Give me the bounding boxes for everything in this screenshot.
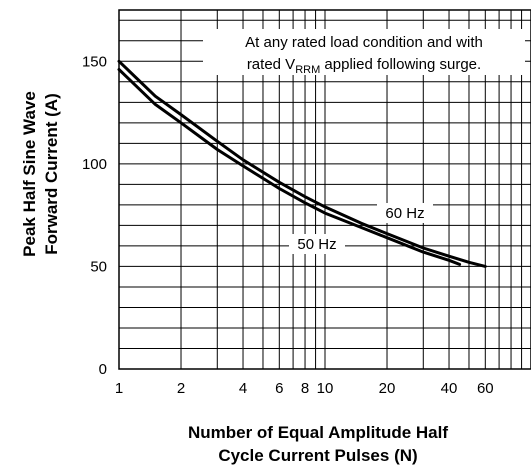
annotation-vrrm-prefix: rated V — [247, 56, 295, 73]
annotation-vrrm-subscript: RRM — [295, 64, 320, 76]
x-tick-label: 4 — [239, 380, 247, 397]
x-axis-title-line-2: Cycle Current Pulses (N) — [218, 446, 417, 465]
annotation-line-1: At any rated load condition and with — [245, 34, 483, 51]
y-axis-title-line-1: Peak Half Sine Wave — [20, 91, 39, 257]
x-tick-label: 2 — [177, 380, 185, 397]
y-tick-label: 0 — [99, 361, 107, 378]
curve-labels: 60 Hz 50 Hz — [289, 203, 433, 254]
plot-frame — [118, 9, 531, 370]
x-tick-label: 20 — [379, 380, 396, 397]
x-tick-label: 8 — [301, 380, 309, 397]
x-axis-title-line-1: Number of Equal Amplitude Half — [188, 423, 448, 442]
annotation-line-2: rated VRRM applied following surge. — [247, 56, 481, 76]
annotation-box: At any rated load condition and with rat… — [203, 29, 525, 76]
y-tick-label: 100 — [82, 156, 107, 173]
y-tick-label: 50 — [90, 258, 107, 275]
series-50-hz-label: 50 Hz — [297, 236, 336, 253]
x-tick-label: 60 — [477, 380, 494, 397]
series-60-hz-line — [117, 59, 487, 268]
curve-label-background — [377, 203, 433, 223]
x-tick-label: 10 — [317, 380, 334, 397]
x-tick-label: 6 — [275, 380, 283, 397]
series-50-hz-line — [117, 68, 462, 266]
y-tick-label: 150 — [82, 53, 107, 70]
x-tick-label: 40 — [441, 380, 458, 397]
curve-label-background — [289, 234, 345, 254]
series-60-hz-label: 60 Hz — [385, 205, 424, 222]
y-tick-labels: 0 50 100 150 — [82, 53, 107, 378]
x-tick-label: 1 — [115, 380, 123, 397]
curve-layer — [117, 59, 487, 268]
x-tick-labels: 1 2 4 6 8 10 20 40 60 — [115, 380, 494, 397]
y-axis-title-line-2: Forward Current (A) — [42, 93, 61, 255]
annotation-vrrm-suffix: applied following surge. — [320, 56, 481, 73]
